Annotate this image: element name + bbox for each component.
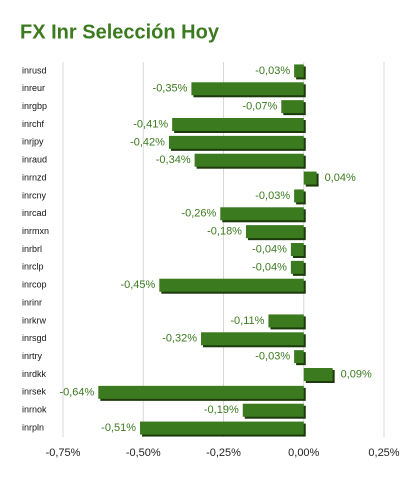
bar	[191, 82, 304, 96]
value-label: -0,03%	[255, 65, 290, 77]
value-label: -0,07%	[242, 101, 277, 113]
value-label: -0,04%	[252, 243, 287, 255]
y-tick-label: inraud	[22, 155, 47, 165]
bar	[290, 260, 304, 274]
value-label: -0,35%	[153, 83, 188, 95]
y-tick-label: inrpln	[22, 422, 44, 432]
value-label: -0,41%	[133, 118, 168, 130]
bar	[168, 135, 304, 149]
bar	[294, 189, 304, 203]
bar	[140, 421, 304, 435]
value-label: -0,03%	[255, 190, 290, 202]
y-tick-label: inrcny	[22, 190, 47, 200]
x-tick-label: 0,00%	[288, 447, 319, 459]
y-tick-label: inrinr	[22, 297, 42, 307]
value-label: -0,19%	[204, 404, 239, 416]
y-tick-label: inrnok	[22, 405, 47, 415]
value-label: -0,18%	[207, 226, 242, 238]
bar	[303, 171, 317, 185]
bar	[245, 225, 304, 239]
y-tick-label: inrsgd	[22, 333, 47, 343]
bar	[294, 350, 304, 364]
y-tick-label: inrsek	[22, 387, 47, 397]
bar	[242, 403, 304, 417]
y-tick-label: inrnzd	[22, 172, 47, 182]
bar	[220, 207, 304, 221]
value-label: -0,51%	[101, 422, 136, 434]
bar	[159, 278, 304, 292]
x-tick-label: -0,25%	[206, 447, 241, 459]
value-label: -0,34%	[156, 154, 191, 166]
y-tick-label: inrdkk	[22, 369, 47, 379]
y-tick-label: inreur	[22, 83, 45, 93]
y-tick-label: inrbrl	[22, 244, 42, 254]
y-tick-label: inrtry	[22, 351, 42, 361]
bar	[98, 385, 304, 399]
x-tick-label: -0,50%	[126, 447, 161, 459]
chart-title: FX Inr Selección Hoy	[20, 21, 220, 43]
bar	[268, 314, 304, 328]
bar	[201, 332, 304, 346]
y-tick-label: inrusd	[22, 65, 47, 75]
y-tick-label: inrjpy	[22, 137, 44, 147]
y-tick-label: inrcad	[22, 208, 47, 218]
x-tick-label: 0,25%	[368, 447, 399, 459]
y-tick-label: inrkrw	[22, 315, 46, 325]
y-tick-label: inrmxn	[22, 226, 49, 236]
bar	[172, 118, 304, 131]
y-tick-label: inrclp	[22, 262, 44, 272]
x-tick-label: -0,75%	[46, 447, 81, 459]
value-label: 0,04%	[325, 172, 356, 184]
value-label: -0,26%	[181, 208, 216, 220]
value-label: 0,09%	[341, 368, 372, 380]
y-tick-label: inrgbp	[22, 101, 47, 111]
bar	[194, 153, 304, 167]
value-label: -0,45%	[120, 279, 155, 291]
value-label: -0,32%	[162, 333, 197, 345]
bar	[303, 368, 333, 381]
bar	[290, 243, 304, 256]
value-label: -0,42%	[130, 136, 165, 148]
value-label: -0,04%	[252, 261, 287, 273]
value-label: -0,03%	[255, 351, 290, 363]
value-label: -0,11%	[230, 315, 264, 327]
y-tick-label: inrcop	[22, 280, 47, 290]
value-label: -0,64%	[59, 386, 94, 398]
bar	[294, 64, 304, 78]
bar	[281, 100, 304, 114]
y-tick-label: inrchf	[22, 119, 45, 129]
